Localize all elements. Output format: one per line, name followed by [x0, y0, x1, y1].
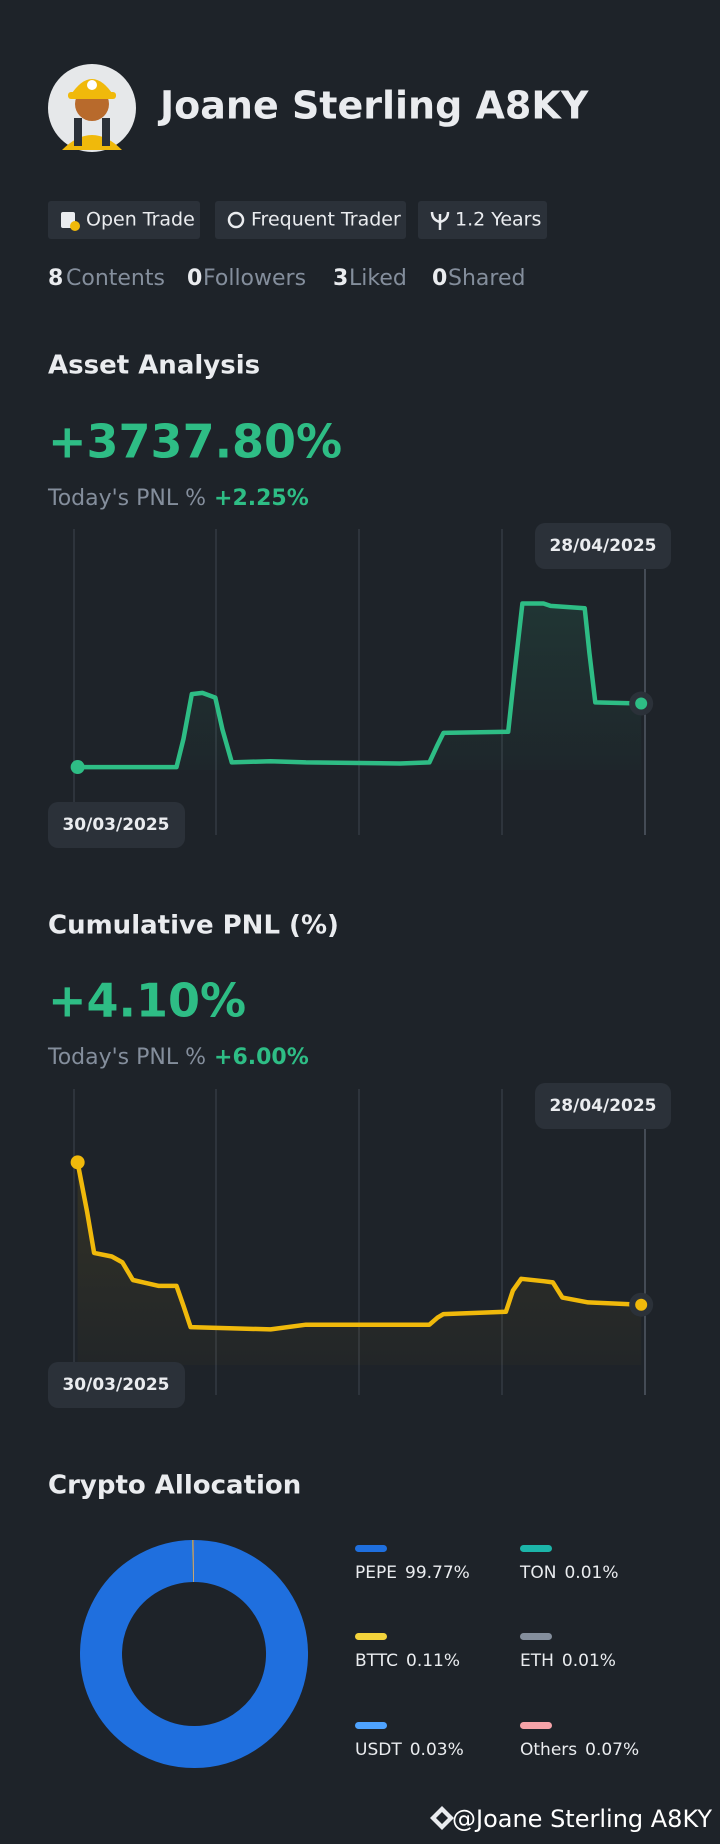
today-pnl: Today's PNL % +6.00%: [47, 1045, 309, 1070]
today-pnl-label: Today's PNL %: [47, 486, 206, 511]
tooltip: [48, 802, 185, 848]
line-chart: 28/04/2025 30/03/2025: [48, 523, 671, 848]
legend-name: TON: [519, 1563, 556, 1583]
legend: PEPE 99.77% TON 0.01% BTTC 0.11% ETH 0.01% USDT 0…: [355, 1545, 639, 1760]
section-title: Asset Analysis: [48, 351, 260, 381]
legend-name: PEPE: [355, 1563, 397, 1583]
avatar[interactable]: [48, 64, 136, 152]
legend-swatch: [355, 1545, 387, 1552]
stat-count: 0: [187, 266, 202, 291]
stat-count: 0: [432, 266, 447, 291]
badge: Frequent Trader: [215, 201, 406, 239]
legend-swatch: [355, 1722, 387, 1729]
end-date: 28/04/2025: [549, 1096, 656, 1116]
stat-count: 8: [48, 266, 63, 291]
legend-entry: PEPE 99.77%: [355, 1563, 470, 1583]
area: [77, 603, 642, 770]
legend-entry: TON 0.01%: [519, 1563, 619, 1583]
stat-label: Followers: [203, 266, 306, 291]
legend-value: 0.07%: [585, 1740, 639, 1760]
tooltip: [535, 523, 671, 569]
end-date: 28/04/2025: [549, 536, 656, 556]
legend-entry: Others 0.07%: [520, 1740, 639, 1760]
start-date: 30/03/2025: [62, 815, 169, 835]
user-name: Joane Sterling A8KY: [157, 84, 589, 128]
legend-entry: USDT 0.03%: [355, 1740, 464, 1760]
tooltip: [48, 1362, 185, 1408]
stat-label: Contents: [66, 266, 165, 291]
end-dot: [635, 697, 648, 710]
legend-name: ETH: [520, 1651, 554, 1671]
badge: Open Trade: [48, 201, 200, 239]
donut-segment: [80, 1540, 308, 1768]
stat-label: Liked: [349, 266, 407, 291]
legend-swatch: [355, 1633, 387, 1640]
badge: 1.2 Years: [418, 201, 547, 239]
legend-swatch: [520, 1545, 552, 1552]
legend-swatch: [520, 1722, 552, 1729]
today-pnl: Today's PNL % +2.25%: [47, 486, 309, 511]
start-dot: [70, 760, 85, 775]
area: [77, 1162, 642, 1365]
badge-text: Frequent Trader: [251, 209, 401, 231]
today-pnl-value: +2.25%: [214, 486, 309, 511]
line-chart: 28/04/2025 30/03/2025: [48, 1083, 671, 1408]
legend-value: 0.03%: [410, 1740, 464, 1760]
legend-value: 0.11%: [406, 1651, 460, 1671]
stat-count: 3: [333, 266, 348, 291]
legend-value: 0.01%: [562, 1651, 616, 1671]
legend-name: BTTC: [355, 1651, 398, 1671]
start-date: 30/03/2025: [62, 1375, 169, 1395]
legend-swatch: [520, 1633, 552, 1640]
stats: 8 Contents 0 Followers 3 Liked 0 Shared: [48, 266, 525, 291]
watermark: @Joane Sterling A8KY: [430, 1805, 712, 1833]
line: [75, 601, 644, 770]
today-pnl-label: Today's PNL %: [47, 1045, 206, 1070]
legend-entry: BTTC 0.11%: [355, 1651, 460, 1671]
legend-entry: ETH 0.01%: [520, 1651, 616, 1671]
legend-name: USDT: [355, 1740, 402, 1760]
pnl-value: +4.10%: [48, 974, 246, 1028]
line: [75, 1160, 644, 1332]
donut-chart: [80, 1539, 308, 1768]
legend-value: 0.01%: [564, 1563, 618, 1583]
badge-text: 1.2 Years: [455, 209, 541, 231]
today-pnl-value: +6.00%: [214, 1045, 309, 1070]
stat-label: Shared: [448, 266, 525, 291]
legend-value: 99.77%: [405, 1563, 470, 1583]
watermark-text: @Joane Sterling A8KY: [452, 1805, 712, 1833]
end-dot: [635, 1298, 648, 1311]
section-title: Crypto Allocation: [48, 1471, 301, 1501]
legend-name: Others: [520, 1740, 577, 1760]
pnl-value: +3737.80%: [48, 415, 342, 469]
section-title: Cumulative PNL (%): [48, 911, 339, 941]
start-dot: [70, 1155, 85, 1170]
badge-text: Open Trade: [86, 209, 195, 231]
tooltip: [535, 1083, 671, 1129]
